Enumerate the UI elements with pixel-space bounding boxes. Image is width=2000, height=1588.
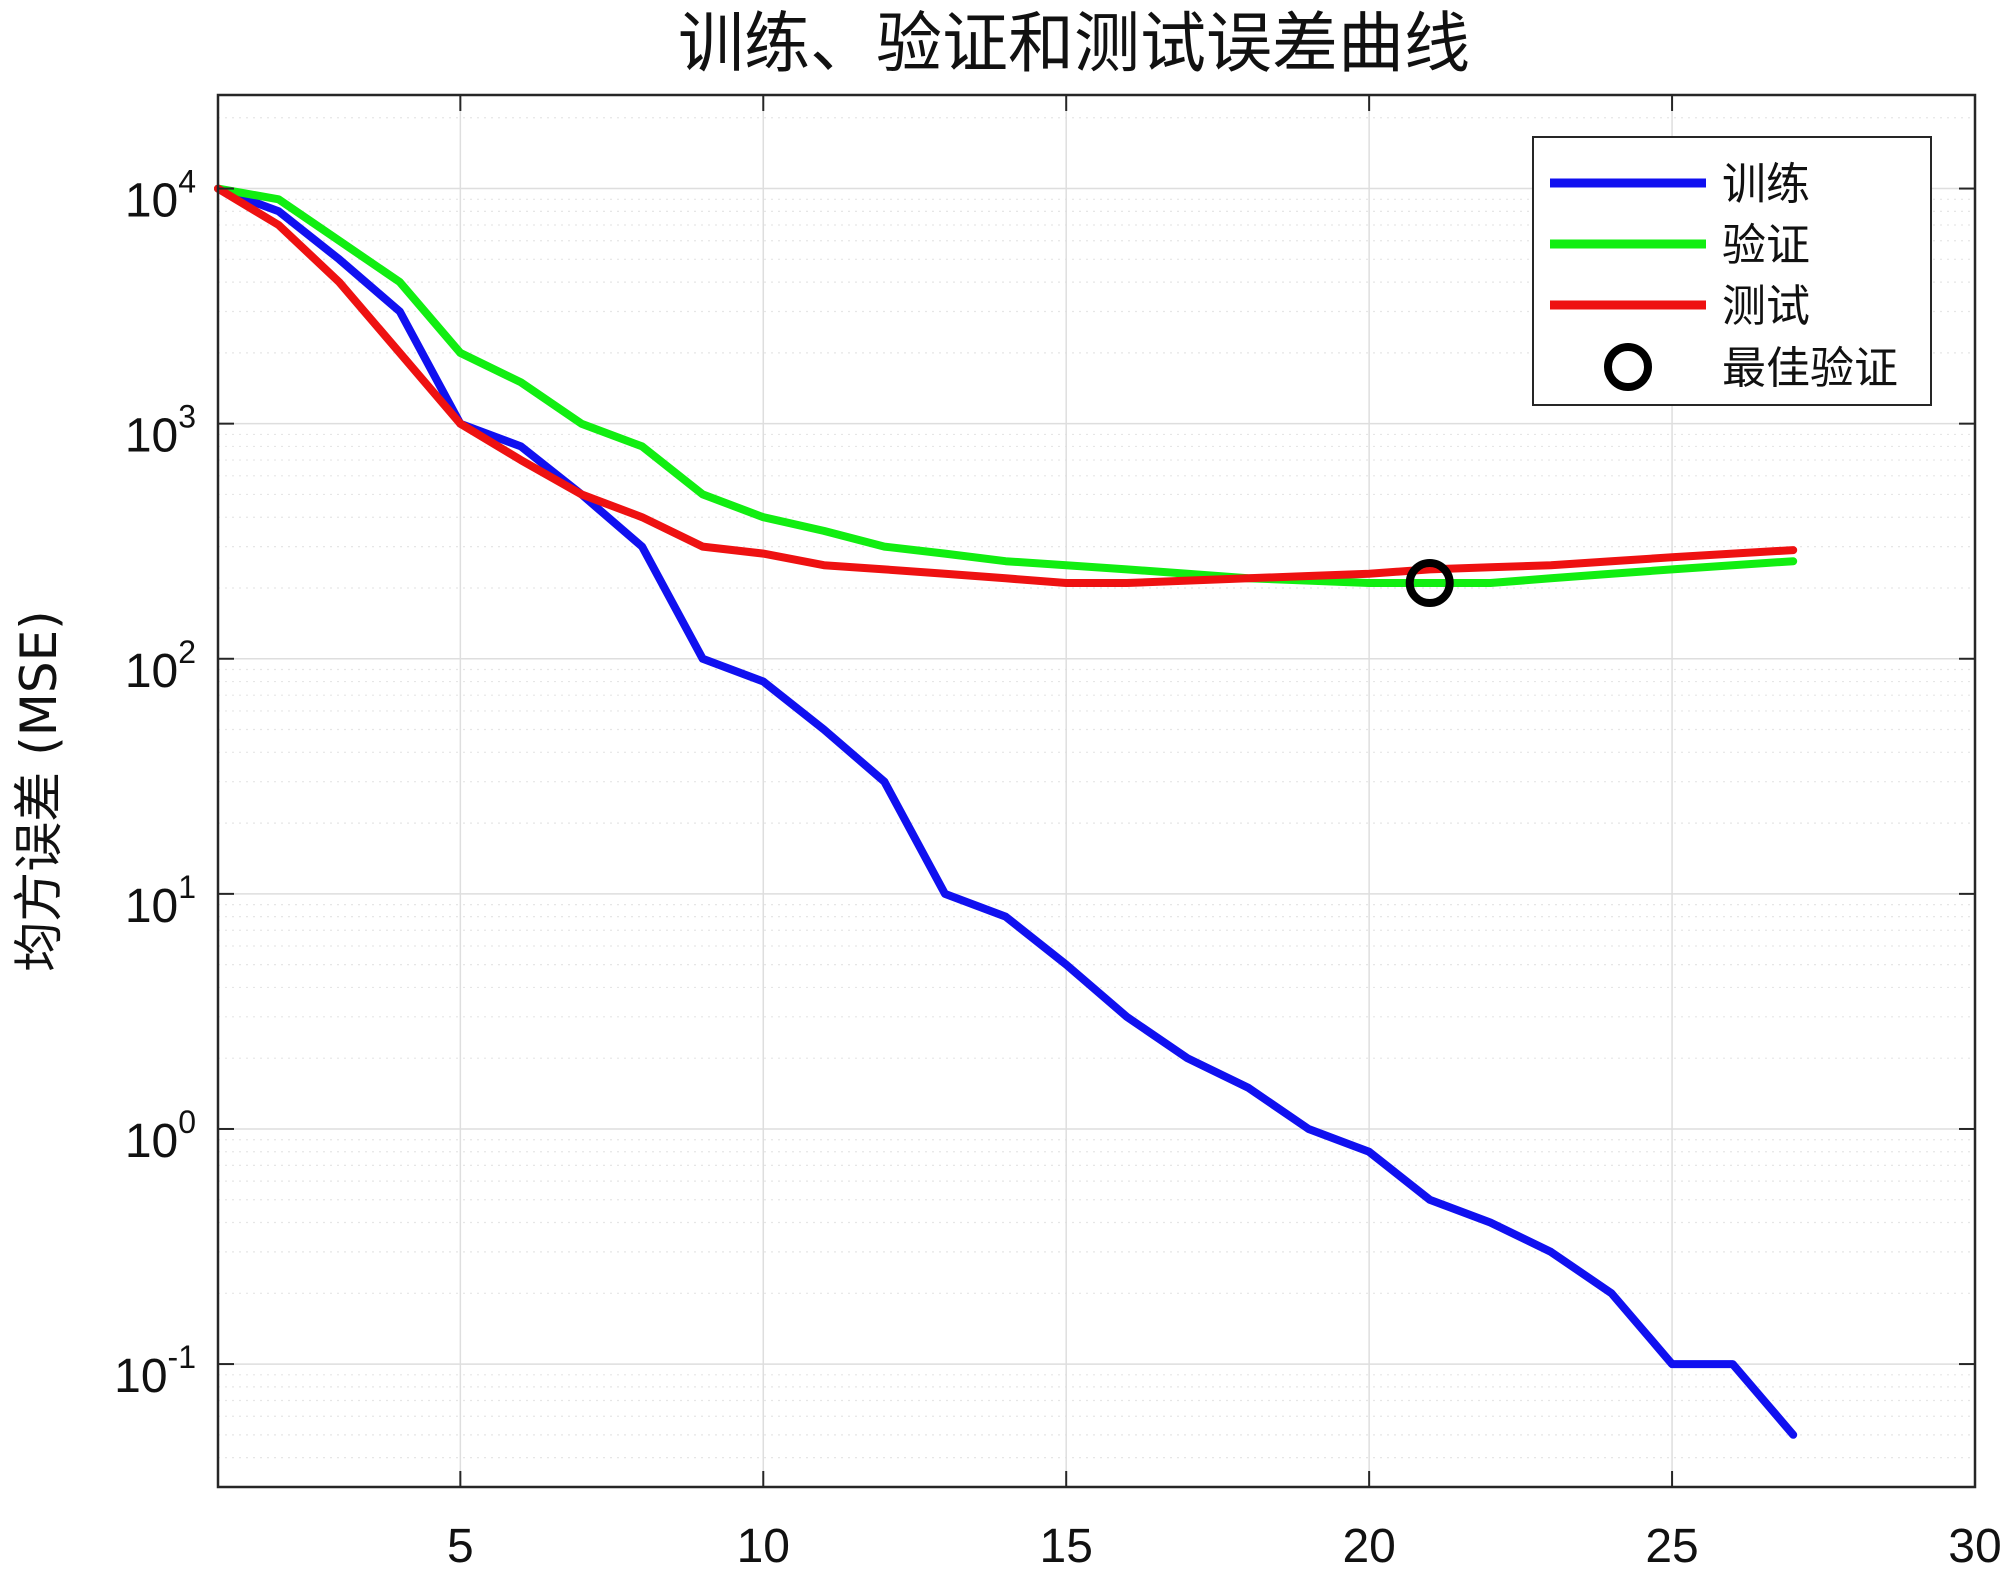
- grid: [218, 95, 1976, 1487]
- x-tick-label: 30: [1948, 1520, 2000, 1573]
- ticks: [218, 95, 1976, 1487]
- axes-box: [216, 93, 1977, 1489]
- series-line-2: [214, 184, 1798, 587]
- legend-label-3: 测试: [1722, 281, 1810, 332]
- x-tick-label: 10: [737, 1520, 790, 1573]
- legend-label-best: 最佳验证: [1722, 343, 1898, 394]
- y-axis-label: 均方误差 (MSE): [10, 610, 68, 971]
- legend-label-2: 验证: [1722, 220, 1810, 271]
- best-validation-marker: [1405, 559, 1454, 608]
- axis-labels: 5 10 15 20 25 30 10-1 100 101 102 103 104: [114, 164, 2000, 1573]
- series-group: [214, 184, 1798, 1439]
- x-tick-label: 20: [1342, 1520, 1395, 1573]
- y-tick-label: 104: [125, 164, 196, 228]
- y-tick-label: 103: [125, 399, 196, 463]
- x-tick-label: 15: [1040, 1520, 1093, 1573]
- y-tick-label: 10-1: [114, 1339, 196, 1403]
- chart-title: 训练、验证和测试误差曲线: [678, 5, 1470, 82]
- series-line-3: [214, 184, 1798, 587]
- legend-marker-best: [1604, 343, 1652, 391]
- y-tick-label: 100: [125, 1104, 196, 1168]
- x-tick-label: 5: [447, 1520, 474, 1573]
- y-tick-label: 101: [125, 869, 196, 933]
- y-tick-label: 102: [125, 634, 196, 698]
- legend-label-1: 训练: [1722, 159, 1810, 210]
- x-tick-label: 25: [1645, 1520, 1698, 1573]
